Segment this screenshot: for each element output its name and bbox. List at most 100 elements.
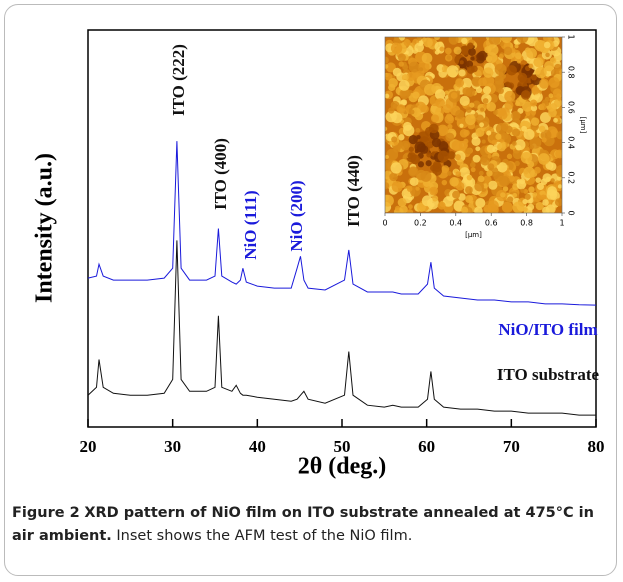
afm-grain bbox=[513, 202, 525, 214]
inset-x-tick-label: 0.6 bbox=[485, 219, 498, 228]
afm-grain bbox=[512, 193, 517, 198]
afm-grain bbox=[424, 84, 436, 96]
afm-grain bbox=[539, 126, 545, 132]
afm-grain bbox=[447, 65, 459, 77]
afm-grain bbox=[392, 181, 403, 192]
afm-grain bbox=[495, 134, 501, 140]
series-label: NiO/ITO film bbox=[498, 320, 597, 339]
afm-grain bbox=[489, 34, 501, 46]
page: {"chart_data": {"type": "line", "xlabel"… bbox=[0, 0, 623, 582]
afm-grain bbox=[438, 151, 450, 163]
inset-y-tick-label: 0.8 bbox=[567, 66, 576, 79]
afm-grain bbox=[549, 93, 554, 98]
afm-grain bbox=[415, 128, 420, 133]
afm-grain bbox=[512, 141, 517, 146]
afm-grain bbox=[458, 69, 465, 76]
afm-grain bbox=[519, 178, 525, 184]
afm-grain bbox=[475, 198, 485, 208]
afm-grain bbox=[417, 36, 422, 41]
afm-grain bbox=[504, 47, 513, 56]
peak-label: ITO (222) bbox=[169, 44, 188, 116]
afm-grain bbox=[501, 32, 512, 43]
inset-y-tick-label: 0 bbox=[567, 210, 576, 215]
afm-grain bbox=[522, 199, 527, 204]
afm-grain bbox=[547, 186, 557, 196]
afm-grain bbox=[506, 65, 516, 75]
afm-grain bbox=[451, 92, 458, 99]
afm-grain bbox=[487, 163, 494, 170]
afm-grain bbox=[421, 105, 429, 113]
afm-grain bbox=[499, 78, 504, 83]
afm-grain bbox=[521, 126, 527, 132]
inset-y-tick-label: 0.6 bbox=[567, 101, 576, 114]
afm-grain bbox=[549, 77, 560, 88]
caption-text: Inset shows the AFM test of the NiO film… bbox=[116, 528, 412, 544]
afm-grain bbox=[544, 61, 554, 71]
afm-grain bbox=[412, 91, 419, 98]
peak-label: NiO (200) bbox=[287, 180, 306, 251]
afm-grain bbox=[444, 114, 454, 124]
afm-grain bbox=[431, 188, 437, 194]
afm-grain bbox=[483, 86, 491, 94]
caption-label: Figure 2 bbox=[12, 505, 80, 521]
afm-grain bbox=[499, 54, 504, 59]
afm-grain bbox=[487, 204, 498, 215]
afm-grain bbox=[422, 195, 433, 206]
afm-grain bbox=[422, 53, 433, 64]
afm-grain bbox=[382, 195, 394, 207]
afm-grain bbox=[469, 103, 474, 108]
afm-grain bbox=[398, 134, 404, 140]
afm-grain bbox=[399, 61, 404, 66]
afm-grain bbox=[465, 186, 473, 194]
afm-grain bbox=[488, 181, 497, 190]
afm-grain bbox=[514, 44, 518, 48]
afm-grain bbox=[556, 165, 566, 175]
inset-y-tick-label: 0.4 bbox=[567, 136, 576, 149]
afm-grain bbox=[531, 117, 539, 125]
afm-grain bbox=[506, 126, 513, 133]
afm-grain bbox=[521, 90, 531, 100]
peak-label: ITO (440) bbox=[344, 155, 363, 227]
afm-grain bbox=[505, 81, 510, 86]
x-axis-label: 2θ (deg.) bbox=[298, 454, 387, 480]
afm-grain bbox=[455, 154, 461, 160]
afm-grain bbox=[479, 171, 484, 176]
afm-grain bbox=[528, 204, 535, 211]
afm-grain bbox=[452, 140, 463, 151]
afm-grain bbox=[433, 163, 442, 172]
afm-grain bbox=[523, 167, 535, 179]
series-label: ITO substrate bbox=[497, 365, 600, 384]
afm-grain bbox=[555, 149, 564, 158]
y-axis-label: Intensity (a.u.) bbox=[32, 153, 58, 303]
afm-grain bbox=[408, 204, 413, 209]
afm-grain bbox=[410, 177, 419, 186]
afm-grain bbox=[526, 48, 537, 59]
afm-grain bbox=[455, 78, 464, 87]
afm-grain bbox=[407, 186, 413, 192]
afm-grain bbox=[454, 47, 462, 55]
x-tick-label: 20 bbox=[80, 437, 97, 456]
afm-grain bbox=[520, 76, 527, 83]
afm-grain bbox=[388, 84, 395, 91]
afm-grain bbox=[535, 177, 541, 183]
afm-grain bbox=[507, 196, 513, 202]
inset-y-tick-label: 0.2 bbox=[567, 171, 576, 184]
afm-grain bbox=[384, 64, 389, 69]
afm-grain bbox=[403, 125, 414, 136]
afm-grain bbox=[541, 137, 546, 142]
afm-grain bbox=[532, 192, 537, 197]
afm-grain bbox=[449, 177, 458, 186]
afm-grain bbox=[420, 171, 431, 182]
afm-grain bbox=[399, 205, 407, 213]
afm-grain bbox=[473, 155, 481, 163]
afm-grain bbox=[550, 178, 554, 182]
afm-grain bbox=[409, 135, 418, 144]
afm-grain bbox=[507, 154, 512, 159]
afm-grain bbox=[499, 42, 504, 47]
afm-grain bbox=[382, 182, 389, 189]
afm-grain bbox=[460, 129, 469, 138]
afm-grain bbox=[512, 128, 520, 136]
peak-label: ITO (400) bbox=[211, 138, 230, 210]
inset-y-tick-label: 1 bbox=[567, 34, 576, 39]
afm-grain bbox=[521, 152, 533, 164]
